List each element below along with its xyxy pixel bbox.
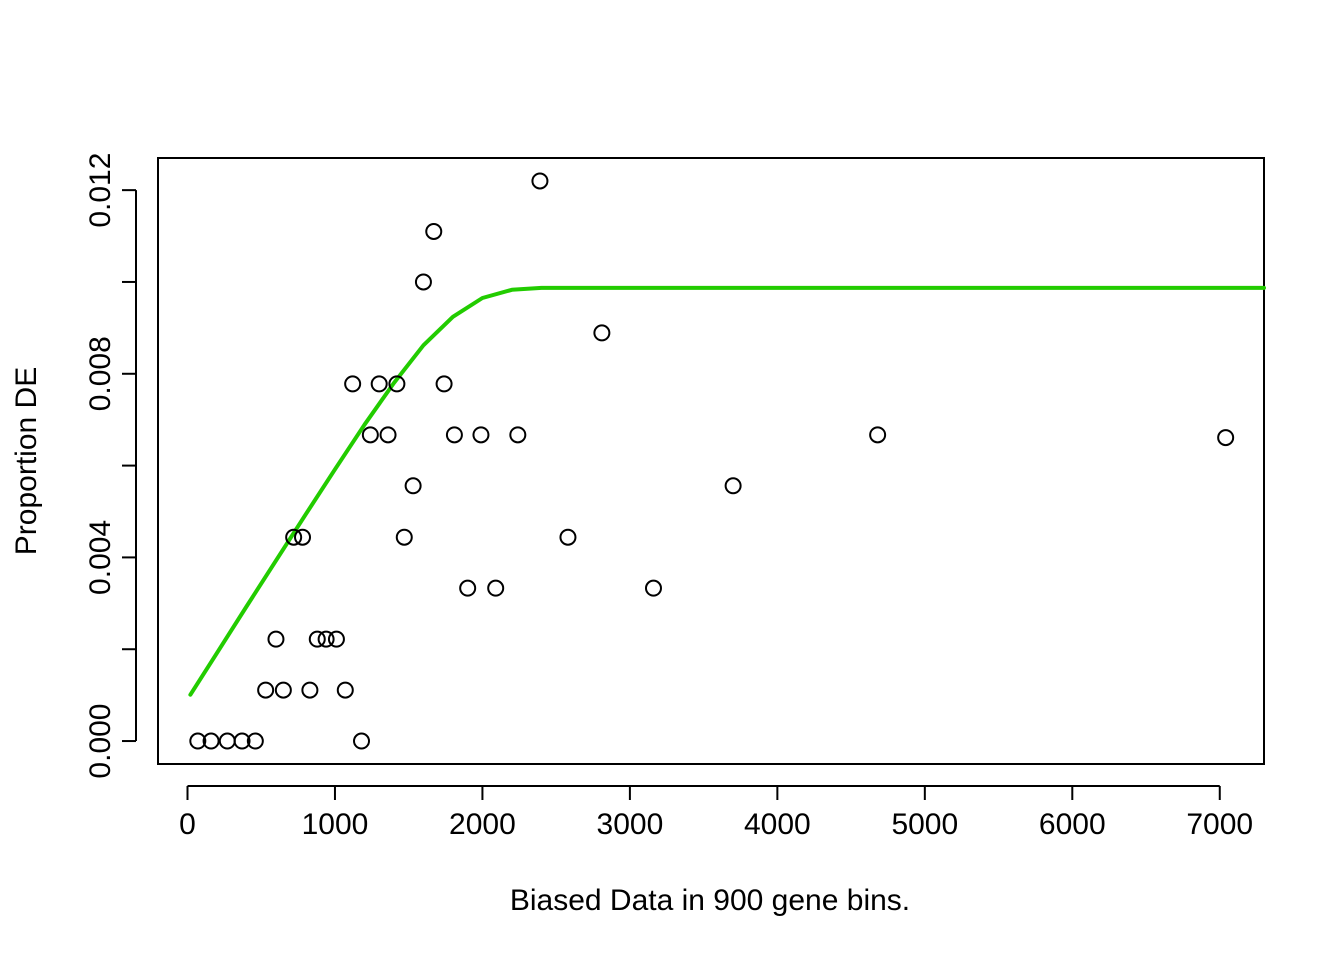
data-point: [1217, 429, 1235, 447]
data-point: [308, 630, 326, 648]
fit-line: [188, 285, 1266, 697]
data-point: [379, 426, 397, 444]
x-tick-label: 4000: [744, 808, 811, 841]
data-point: [559, 528, 577, 546]
data-point: [395, 528, 413, 546]
x-tick-label: 0: [179, 808, 196, 841]
data-point: [459, 579, 477, 597]
data-point: [388, 375, 406, 393]
x-tick-label: 3000: [597, 808, 664, 841]
y-axis: 0.000 0.004 0.008 0.012: [84, 153, 137, 779]
data-point: [361, 426, 379, 444]
data-point: [869, 426, 887, 444]
plot-frame: [157, 157, 1265, 765]
data-point: [344, 375, 362, 393]
data-point: [327, 630, 345, 648]
data-point: [435, 375, 453, 393]
data-point: [353, 732, 371, 750]
data-point: [202, 732, 220, 750]
y-axis-title: Proportion DE: [10, 367, 43, 555]
x-tick-label: 7000: [1186, 808, 1253, 841]
data-point: [285, 528, 303, 546]
data-point: [531, 172, 549, 190]
y-tick-label: 0.000: [84, 704, 117, 779]
x-tick-label: 6000: [1039, 808, 1106, 841]
data-point: [257, 681, 275, 699]
data-point: [218, 732, 236, 750]
x-tick-label: 1000: [302, 808, 369, 841]
data-point: [593, 324, 611, 342]
data-point: [445, 426, 463, 444]
y-tick-label: 0.012: [84, 153, 117, 228]
fit-line-layer: [188, 285, 1266, 697]
x-tick-label: 5000: [891, 808, 958, 841]
data-point: [336, 681, 354, 699]
data-point: [509, 426, 527, 444]
data-point: [487, 579, 505, 597]
x-axis: 0 1000 2000 3000 4000 5000 6000 7000: [179, 785, 1253, 841]
data-point: [724, 477, 742, 495]
data-point: [414, 273, 432, 291]
data-point: [370, 375, 388, 393]
points-layer: [189, 172, 1235, 750]
data-point: [425, 222, 443, 240]
x-tick-label: 2000: [449, 808, 516, 841]
data-point: [317, 630, 335, 648]
x-axis-title: Biased Data in 900 gene bins.: [510, 884, 910, 917]
y-tick-label: 0.008: [84, 336, 117, 411]
data-point: [301, 681, 319, 699]
data-point: [644, 579, 662, 597]
data-point: [189, 732, 207, 750]
y-tick-label: 0.004: [84, 520, 117, 595]
data-point: [274, 681, 292, 699]
data-point: [233, 732, 251, 750]
data-point: [294, 528, 312, 546]
data-point: [267, 630, 285, 648]
data-point: [404, 477, 422, 495]
data-point: [246, 732, 264, 750]
data-point: [472, 426, 490, 444]
